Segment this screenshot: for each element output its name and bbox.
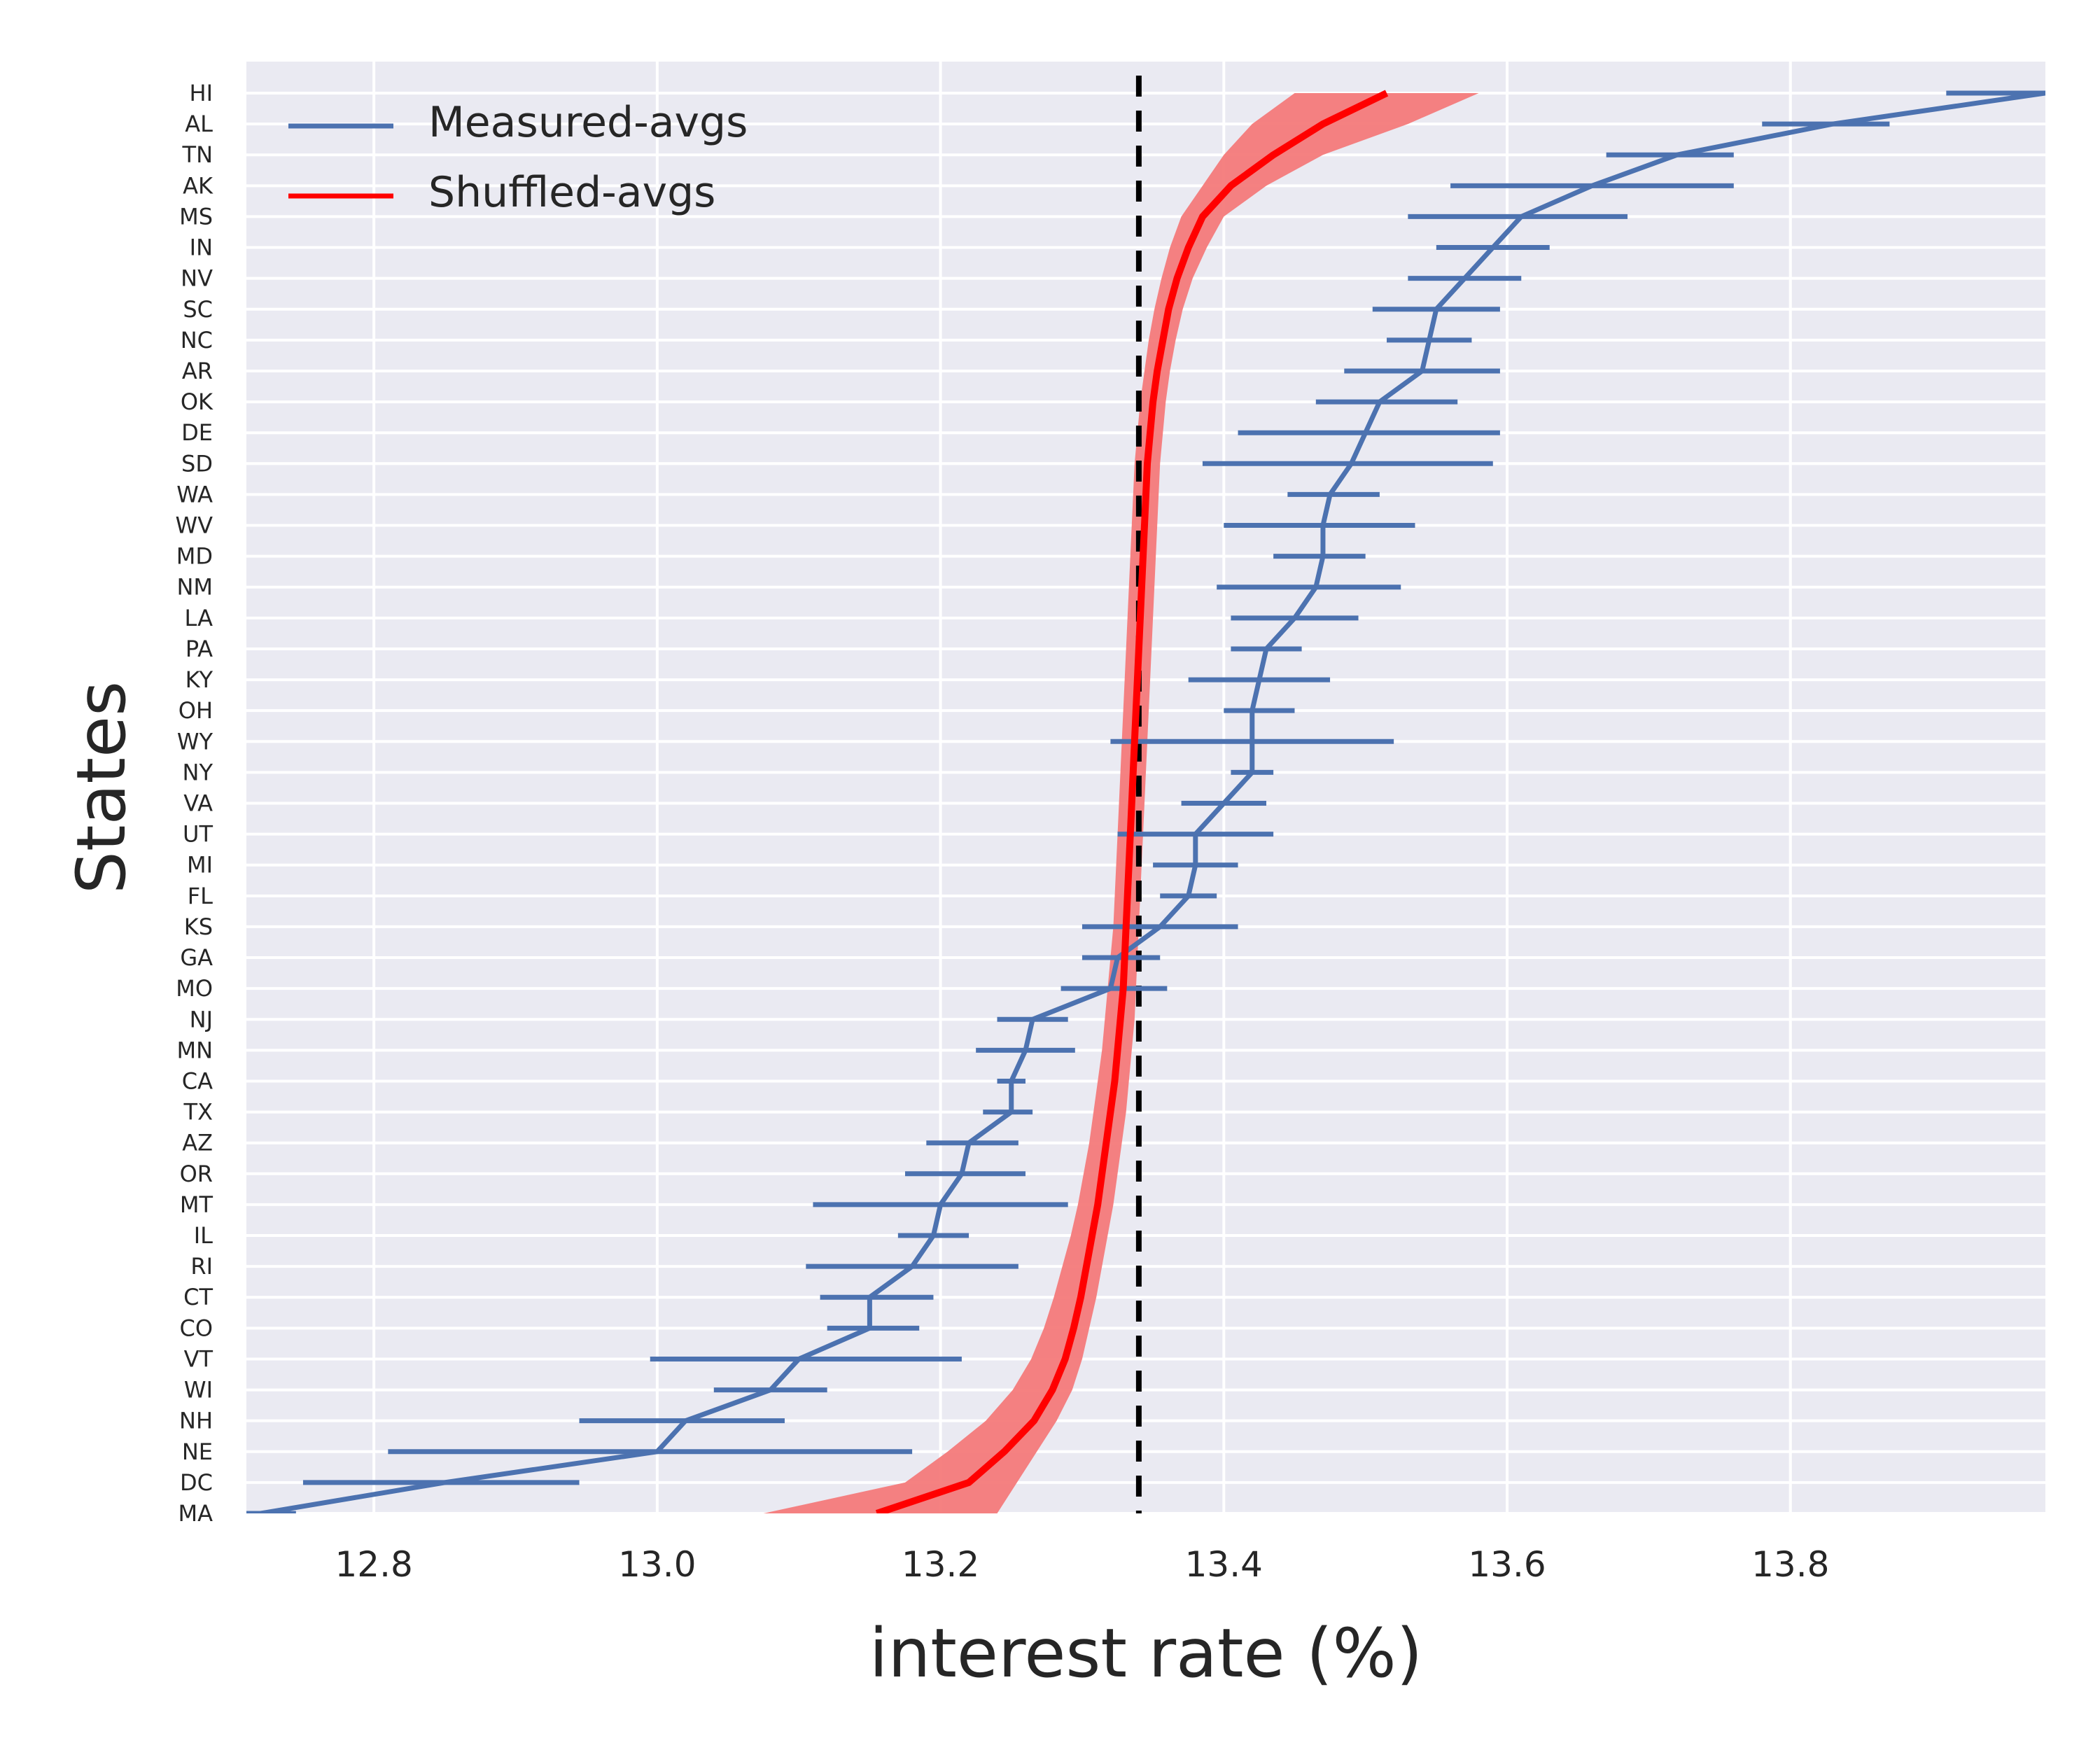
y-tick-label: NV (181, 265, 213, 292)
y-tick-label: TX (183, 1099, 213, 1126)
y-tick-label: WY (177, 728, 214, 755)
y-tick-label: VA (183, 790, 213, 817)
y-tick-label: AZ (182, 1130, 213, 1156)
y-tick-label: WA (176, 481, 213, 507)
y-tick-label: NC (181, 327, 213, 354)
y-tick-label: LA (185, 605, 214, 631)
y-tick-label: DE (181, 419, 213, 446)
x-tick-label: 13.6 (1468, 1544, 1546, 1585)
x-axis-title: interest rate (%) (869, 1614, 1422, 1693)
y-tick-label: MA (178, 1500, 214, 1527)
series-lines (260, 90, 2045, 1513)
x-tick-labels: 12.8 13.0 13.2 13.4 13.6 13.8 (335, 1544, 1829, 1585)
y-tick-label: DC (180, 1469, 213, 1496)
y-tick-label: OR (180, 1161, 213, 1187)
y-tick-label: MN (176, 1037, 213, 1063)
y-tick-label: MI (187, 852, 213, 878)
y-tick-label: WI (184, 1377, 213, 1404)
y-tick-label: KS (184, 913, 213, 940)
y-tick-label: NY (183, 759, 214, 785)
y-tick-label: NE (182, 1438, 213, 1465)
shuffled-band (763, 93, 1479, 1513)
y-tick-label: UT (183, 821, 213, 848)
plot-background (246, 62, 2045, 1513)
y-tick-label: NJ (190, 1006, 213, 1032)
y-tick-label: MS (179, 203, 213, 230)
y-tick-labels: HI AL TN AK MS IN NV SC NC AR OK DE SD WA WV MD NM LA PA KY… (175, 80, 214, 1527)
y-tick-label: CT (183, 1284, 213, 1310)
y-tick-label: FL (188, 883, 213, 909)
legend-label-measured: Measured-avgs (428, 98, 748, 147)
x-tick-label: 13.0 (618, 1544, 696, 1585)
x-tick-label: 13.8 (1751, 1544, 1829, 1585)
y-tick-label: RI (190, 1253, 213, 1280)
y-tick-label: AK (183, 172, 214, 199)
y-tick-label: VT (184, 1345, 214, 1372)
y-tick-label: SD (181, 450, 213, 477)
shuffled-avgs-line (875, 90, 1389, 1513)
measured-avgs-line (260, 90, 2045, 1513)
y-tick-label: GA (180, 944, 213, 971)
y-tick-label: MD (176, 543, 213, 570)
y-tick-label: AL (185, 111, 213, 137)
y-tick-label: CA (182, 1068, 213, 1094)
x-tick-label: 13.4 (1185, 1544, 1263, 1585)
shuffled-confidence-band (763, 93, 1479, 1513)
y-tick-label: OH (178, 697, 213, 724)
legend: Measured-avgs Shuffled-avgs (288, 98, 748, 217)
y-tick-label: TN (182, 141, 213, 168)
y-tick-label: MT (180, 1191, 214, 1218)
y-tick-label: AR (182, 358, 213, 384)
y-tick-label: WV (175, 512, 213, 539)
x-tick-label: 13.2 (902, 1544, 979, 1585)
y-tick-label: PA (186, 636, 213, 662)
y-tick-label: HI (190, 80, 214, 106)
y-tick-label: MO (176, 975, 213, 1002)
y-axis-title: States (62, 681, 141, 894)
y-tick-label: IL (194, 1222, 213, 1249)
x-tick-label: 12.8 (335, 1544, 412, 1585)
legend-label-shuffled: Shuffled-avgs (428, 168, 715, 217)
y-tick-label: CO (179, 1315, 213, 1341)
y-tick-label: SC (183, 296, 213, 323)
y-tick-label: NH (179, 1408, 213, 1434)
y-tick-label: OK (181, 388, 214, 415)
y-tick-label: KY (186, 666, 214, 693)
y-tick-label: IN (190, 234, 213, 261)
y-tick-label: NM (176, 574, 213, 601)
vertical-gridlines (372, 62, 1792, 1513)
